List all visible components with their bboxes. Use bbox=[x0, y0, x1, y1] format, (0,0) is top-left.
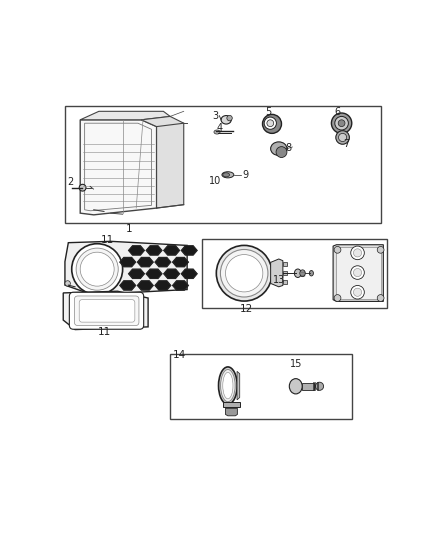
Circle shape bbox=[377, 295, 384, 302]
Circle shape bbox=[351, 266, 364, 279]
Circle shape bbox=[80, 252, 114, 286]
Ellipse shape bbox=[214, 130, 220, 134]
Polygon shape bbox=[155, 281, 171, 290]
Polygon shape bbox=[138, 257, 153, 266]
Polygon shape bbox=[129, 269, 144, 278]
Text: 6: 6 bbox=[335, 107, 341, 117]
Ellipse shape bbox=[222, 172, 234, 178]
Polygon shape bbox=[63, 291, 148, 329]
Polygon shape bbox=[226, 408, 237, 416]
Polygon shape bbox=[181, 269, 197, 278]
Polygon shape bbox=[120, 257, 135, 266]
Circle shape bbox=[65, 281, 71, 286]
FancyBboxPatch shape bbox=[74, 296, 139, 326]
Circle shape bbox=[262, 115, 282, 133]
Circle shape bbox=[353, 249, 362, 257]
Polygon shape bbox=[173, 257, 188, 266]
Text: 11: 11 bbox=[97, 327, 111, 337]
Polygon shape bbox=[80, 120, 156, 215]
Text: 15: 15 bbox=[290, 359, 303, 369]
Circle shape bbox=[216, 245, 272, 301]
Circle shape bbox=[338, 120, 345, 127]
Bar bbox=[170, 354, 352, 418]
Circle shape bbox=[351, 286, 364, 299]
Ellipse shape bbox=[309, 271, 314, 276]
Polygon shape bbox=[164, 269, 180, 278]
Ellipse shape bbox=[290, 378, 302, 394]
Polygon shape bbox=[164, 246, 180, 255]
Text: 5: 5 bbox=[265, 107, 271, 117]
Polygon shape bbox=[65, 241, 187, 295]
Polygon shape bbox=[223, 401, 240, 407]
Text: 4: 4 bbox=[217, 123, 223, 133]
Text: 8: 8 bbox=[285, 143, 291, 152]
Ellipse shape bbox=[221, 116, 231, 124]
Text: 11: 11 bbox=[101, 235, 114, 245]
Ellipse shape bbox=[219, 367, 237, 404]
Text: 14: 14 bbox=[173, 350, 186, 360]
Text: 9: 9 bbox=[243, 170, 249, 180]
Polygon shape bbox=[146, 269, 162, 278]
Ellipse shape bbox=[300, 270, 305, 277]
Ellipse shape bbox=[271, 142, 287, 156]
Polygon shape bbox=[155, 257, 171, 266]
Circle shape bbox=[332, 113, 352, 133]
Polygon shape bbox=[333, 245, 383, 302]
Bar bbox=[283, 280, 287, 284]
Circle shape bbox=[220, 249, 268, 297]
Circle shape bbox=[377, 246, 384, 253]
Circle shape bbox=[335, 116, 348, 130]
Circle shape bbox=[315, 382, 324, 390]
Text: 12: 12 bbox=[240, 304, 253, 314]
Circle shape bbox=[227, 115, 232, 121]
Circle shape bbox=[339, 133, 346, 142]
Ellipse shape bbox=[221, 369, 235, 402]
Polygon shape bbox=[146, 246, 162, 255]
Polygon shape bbox=[129, 246, 144, 255]
Bar bbox=[283, 262, 287, 266]
Ellipse shape bbox=[294, 269, 301, 278]
Polygon shape bbox=[271, 259, 283, 287]
FancyBboxPatch shape bbox=[79, 300, 135, 322]
Polygon shape bbox=[80, 111, 170, 120]
Bar bbox=[283, 271, 287, 275]
Circle shape bbox=[267, 120, 274, 127]
Bar bbox=[336, 247, 381, 298]
Text: 7: 7 bbox=[343, 139, 350, 149]
Polygon shape bbox=[141, 116, 184, 208]
Bar bbox=[202, 239, 387, 308]
Circle shape bbox=[276, 147, 287, 157]
Bar bbox=[65, 106, 381, 223]
Polygon shape bbox=[120, 281, 135, 290]
Polygon shape bbox=[173, 281, 188, 290]
Circle shape bbox=[334, 246, 341, 253]
Circle shape bbox=[76, 248, 118, 290]
Text: 1: 1 bbox=[126, 224, 133, 234]
Polygon shape bbox=[181, 246, 197, 255]
Text: 3: 3 bbox=[212, 111, 219, 121]
Circle shape bbox=[336, 131, 350, 144]
Polygon shape bbox=[237, 372, 240, 400]
Circle shape bbox=[353, 269, 362, 277]
Circle shape bbox=[226, 255, 263, 292]
Bar bbox=[302, 383, 314, 390]
Polygon shape bbox=[138, 281, 153, 290]
Circle shape bbox=[334, 295, 341, 302]
Circle shape bbox=[353, 288, 362, 296]
FancyBboxPatch shape bbox=[69, 292, 144, 329]
Circle shape bbox=[351, 246, 364, 260]
Ellipse shape bbox=[223, 373, 233, 399]
Circle shape bbox=[79, 184, 86, 191]
Ellipse shape bbox=[223, 173, 230, 177]
Text: 2: 2 bbox=[67, 176, 74, 187]
Text: 13: 13 bbox=[273, 275, 285, 285]
Circle shape bbox=[264, 117, 276, 130]
Circle shape bbox=[72, 244, 123, 295]
Text: 10: 10 bbox=[209, 176, 222, 186]
